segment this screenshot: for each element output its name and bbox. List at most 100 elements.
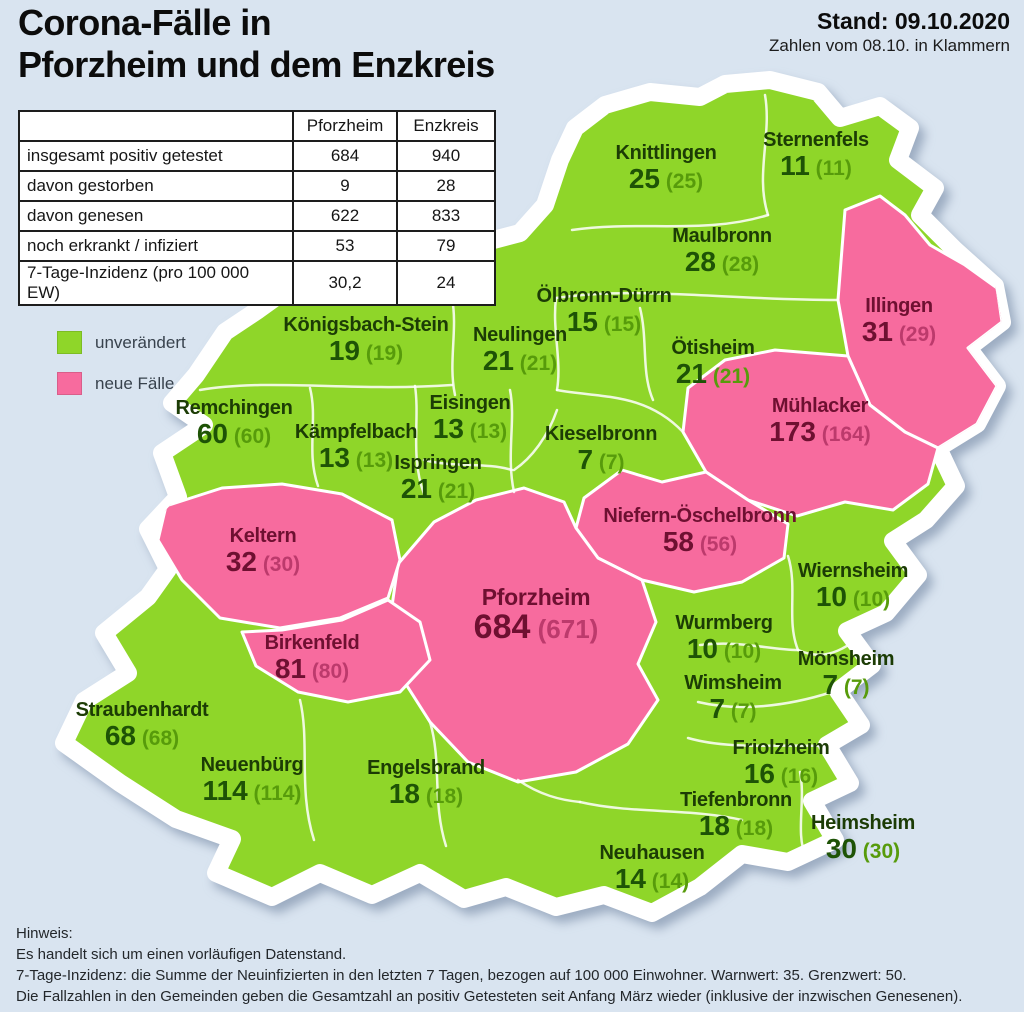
region-values: 60 (60) — [197, 419, 271, 448]
title-line-2: Pforzheim und dem Enzkreis — [18, 44, 495, 86]
region-label-keltern: Keltern 32 (30) — [226, 526, 300, 576]
region-name: Sternenfels — [763, 129, 869, 151]
region-values: 32 (30) — [226, 547, 300, 576]
region-previous-count: (21) — [706, 364, 751, 388]
region-current-count: 15 — [566, 305, 598, 337]
region-values: 14 (14) — [615, 864, 689, 893]
region-name: Birkenfeld — [264, 632, 360, 654]
region-previous-count: (68) — [135, 726, 180, 750]
region-current-count: 7 — [577, 443, 594, 475]
table-cell-value: 30,2 — [292, 260, 398, 306]
region-label-friolzheim: Friolzheim 16 (16) — [732, 738, 829, 788]
table-row: davon gestorben 9 28 — [18, 170, 496, 202]
region-previous-count: (164) — [815, 422, 871, 446]
footnote-line: Es handelt sich um einen vorläufigen Dat… — [16, 946, 347, 963]
region-previous-count: (13) — [463, 419, 508, 443]
region-values: 31 (29) — [862, 317, 936, 346]
region-previous-count: (25) — [659, 169, 704, 193]
region-values: 19 (19) — [329, 336, 403, 365]
region-previous-count: (7) — [838, 675, 870, 699]
footnotes: Hinweis: Es handelt sich um einen vorläu… — [16, 923, 962, 1007]
region-values: 81 (80) — [275, 654, 349, 683]
region-label-muehlacker: Mühlacker 173 (164) — [769, 396, 871, 446]
region-name: Knittlingen — [615, 142, 717, 164]
table-cell-value: 28 — [396, 170, 496, 202]
region-label-eisingen: Eisingen 13 (13) — [430, 393, 511, 443]
table-cell-value: 53 — [292, 230, 398, 262]
region-current-count: 21 — [675, 357, 707, 389]
legend-label: unverändert — [95, 332, 186, 352]
region-current-count: 60 — [196, 417, 228, 449]
region-label-knittlingen: Knittlingen 25 (25) — [615, 143, 716, 193]
region-label-wiernsheim: Wiernsheim 10 (10) — [798, 561, 908, 611]
table-cell-value: 622 — [292, 200, 398, 232]
table-row: insgesamt positiv getestet 684 940 — [18, 140, 496, 172]
region-previous-count: (7) — [593, 450, 625, 474]
region-previous-count: (56) — [693, 532, 738, 556]
region-name: Kieselbronn — [544, 423, 658, 445]
region-values: 21 (21) — [483, 346, 557, 375]
table-row-label: insgesamt positiv getestet — [18, 140, 294, 172]
table-row-label: davon genesen — [18, 200, 294, 232]
region-previous-count: (11) — [809, 156, 852, 180]
region-name: Mönsheim — [797, 648, 895, 670]
region-values: 684 (671) — [474, 609, 599, 644]
region-current-count: 13 — [318, 441, 350, 473]
legend: unverändert neue Fälle — [57, 331, 186, 413]
region-label-niefern-oeschelbronn: Niefern-Öschelbronn 58 (56) — [603, 505, 797, 556]
footnote-heading: Hinweis: — [16, 925, 73, 942]
region-current-count: 28 — [684, 245, 716, 277]
stand-note: Zahlen vom 08.10. in Klammern — [769, 36, 1010, 55]
region-label-engelsbrand: Engelsbrand 18 (18) — [367, 758, 485, 808]
region-label-tiefenbronn: Tiefenbronn 18 (18) — [680, 790, 792, 840]
region-previous-count: (80) — [305, 659, 350, 683]
region-values: 11 (11) — [780, 151, 852, 180]
region-values: 18 (18) — [699, 811, 773, 840]
region-label-ispringen: Ispringen 21 (21) — [394, 453, 482, 503]
legend-label: neue Fälle — [95, 373, 175, 393]
region-previous-count: (29) — [892, 322, 937, 346]
region-label-illingen: Illingen 31 (29) — [862, 296, 936, 346]
region-current-count: 31 — [861, 315, 893, 347]
region-previous-count: (19) — [359, 341, 404, 365]
table-row-label: davon gestorben — [18, 170, 294, 202]
region-name: Wurmberg — [675, 612, 773, 634]
region-label-oetisheim: Ötisheim 21 (21) — [671, 338, 754, 388]
region-shape-keltern — [156, 482, 402, 630]
footnote-line: Die Fallzahlen in den Gemeinden geben di… — [16, 988, 963, 1005]
region-name: Remchingen — [175, 397, 293, 419]
region-values: 13 (13) — [433, 414, 507, 443]
region-name: Mühlacker — [771, 395, 869, 417]
region-values: 21 (21) — [401, 474, 475, 503]
region-previous-count: (15) — [597, 312, 642, 336]
region-label-kaempfelbach: Kämpfelbach 13 (13) — [295, 422, 418, 472]
region-name: Friolzheim — [732, 737, 830, 759]
region-current-count: 21 — [482, 344, 514, 376]
region-previous-count: (60) — [227, 424, 272, 448]
region-previous-count: (14) — [645, 869, 690, 893]
region-current-count: 13 — [432, 412, 464, 444]
region-values: 16 (16) — [744, 759, 818, 788]
region-name: Wimsheim — [684, 672, 782, 694]
region-previous-count: (18) — [419, 784, 464, 808]
region-values: 58 (56) — [663, 527, 737, 556]
table-cell-value: 940 — [396, 140, 496, 172]
region-current-count: 11 — [780, 149, 810, 181]
region-values: 7 (7) — [822, 670, 869, 699]
region-values: 15 (15) — [567, 307, 641, 336]
region-shape-birkenfeld — [240, 598, 432, 704]
region-name: Pforzheim — [481, 584, 591, 610]
region-values: 13 (13) — [319, 443, 393, 472]
legend-item-neue-faelle: neue Fälle — [57, 372, 186, 395]
region-current-count: 58 — [662, 525, 694, 557]
region-label-heimsheim: Heimsheim 30 (30) — [811, 813, 915, 863]
region-name: Straubenhardt — [75, 699, 209, 721]
table-row-label: 7-Tage-Inzidenz (pro 100 000 EW) — [18, 260, 294, 306]
region-name: Wiernsheim — [797, 560, 909, 582]
region-name: Neulingen — [473, 324, 567, 346]
region-previous-count: (7) — [725, 699, 757, 723]
region-label-wurmberg: Wurmberg 10 (10) — [675, 612, 773, 663]
table-row: davon genesen 622 833 — [18, 200, 496, 232]
region-name: Niefern-Öschelbronn — [603, 505, 797, 527]
region-label-straubenhardt: Straubenhardt 68 (68) — [76, 700, 209, 750]
